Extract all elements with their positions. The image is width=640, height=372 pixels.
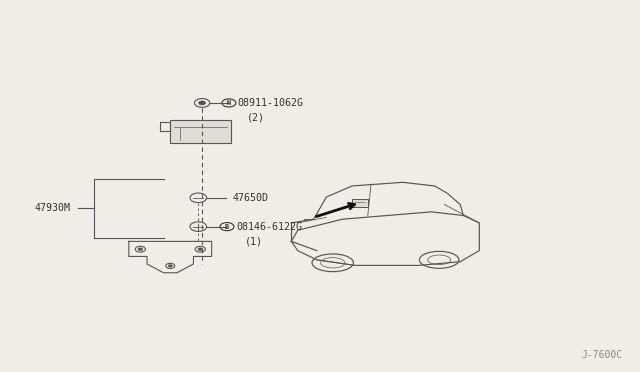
Circle shape xyxy=(198,248,202,251)
Circle shape xyxy=(198,101,205,105)
Text: N: N xyxy=(227,100,231,106)
Text: 08911-1062G: 08911-1062G xyxy=(238,98,304,108)
Text: 08146-6122G: 08146-6122G xyxy=(236,222,302,232)
Text: (2): (2) xyxy=(246,113,265,123)
Text: J-7600C: J-7600C xyxy=(582,350,623,359)
Text: 47930M: 47930M xyxy=(34,203,70,213)
Text: B: B xyxy=(225,224,229,230)
FancyBboxPatch shape xyxy=(170,119,231,143)
Circle shape xyxy=(138,248,143,251)
Text: 47650D: 47650D xyxy=(232,193,268,203)
Circle shape xyxy=(168,265,172,267)
FancyBboxPatch shape xyxy=(352,199,369,207)
Text: (1): (1) xyxy=(245,236,263,246)
